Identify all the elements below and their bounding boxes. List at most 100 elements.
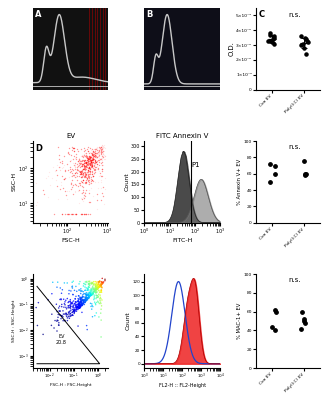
Point	[97, 279, 102, 285]
Point	[69, 144, 74, 150]
Point	[93, 160, 98, 166]
Point	[87, 156, 92, 162]
Point	[93, 283, 98, 289]
Point	[81, 296, 87, 303]
Point	[84, 163, 89, 170]
Point	[89, 160, 95, 167]
Point	[77, 305, 82, 311]
Point	[67, 299, 73, 305]
Point	[79, 162, 84, 168]
Point	[72, 163, 77, 169]
Point	[96, 281, 101, 287]
Point	[78, 288, 83, 294]
Point	[81, 280, 86, 287]
Point	[80, 180, 85, 186]
Point	[84, 160, 90, 166]
Point	[86, 158, 91, 164]
Point	[84, 159, 89, 165]
Point	[82, 210, 87, 217]
Point	[59, 290, 64, 296]
Point	[81, 283, 86, 289]
Point	[51, 210, 57, 217]
Point	[302, 320, 307, 326]
Point	[84, 322, 89, 329]
Point	[84, 287, 90, 294]
Point	[89, 292, 94, 298]
Point	[79, 296, 85, 303]
Point	[70, 210, 76, 217]
Point	[90, 290, 95, 297]
Point	[89, 280, 95, 287]
Point	[87, 158, 92, 165]
Point	[94, 299, 99, 306]
Point	[89, 169, 94, 175]
Point	[86, 287, 92, 293]
Point	[93, 155, 98, 161]
Point	[97, 282, 103, 288]
Point	[92, 162, 97, 168]
Point	[98, 147, 103, 154]
Point	[75, 306, 80, 312]
Point	[86, 176, 91, 183]
Point	[267, 32, 273, 38]
Point	[99, 150, 104, 157]
Point	[85, 161, 91, 167]
Point	[91, 170, 96, 176]
Point	[97, 284, 103, 290]
Point	[72, 188, 77, 194]
Point	[97, 147, 102, 153]
Point	[94, 158, 99, 164]
Point	[91, 285, 96, 291]
Point	[99, 144, 104, 150]
Point	[84, 155, 89, 162]
Point	[87, 165, 92, 172]
Point	[93, 158, 98, 164]
Point	[73, 174, 78, 181]
Point	[96, 145, 102, 152]
Point	[83, 179, 89, 186]
Point	[89, 171, 95, 178]
Point	[100, 145, 105, 152]
Point	[42, 191, 47, 197]
Point	[70, 309, 75, 315]
Point	[91, 178, 96, 184]
Point	[73, 174, 78, 180]
Point	[71, 308, 77, 314]
Point	[71, 303, 76, 310]
Point	[90, 172, 95, 179]
Point	[98, 282, 103, 289]
Point	[77, 180, 82, 186]
Point	[77, 160, 83, 167]
Point	[57, 303, 62, 310]
Point	[98, 146, 103, 152]
Point	[66, 303, 71, 309]
Point	[88, 164, 93, 170]
Point	[74, 299, 79, 305]
Point	[92, 294, 97, 300]
Point	[80, 153, 86, 159]
Point	[86, 199, 92, 206]
Point	[96, 152, 101, 159]
Point	[76, 304, 81, 311]
Point	[83, 180, 89, 186]
Point	[52, 168, 57, 174]
Point	[66, 310, 71, 316]
Point	[80, 300, 85, 307]
Point	[93, 148, 98, 154]
Point	[79, 166, 84, 173]
Point	[91, 289, 96, 295]
Point	[95, 279, 101, 285]
Point	[85, 292, 91, 298]
Point	[94, 284, 99, 290]
Point	[99, 158, 105, 165]
Point	[95, 179, 100, 185]
Point	[77, 164, 83, 171]
Point	[77, 305, 82, 312]
Point	[92, 299, 97, 305]
Point	[93, 302, 98, 308]
Point	[78, 303, 83, 310]
Point	[79, 178, 84, 185]
Point	[66, 298, 72, 305]
Point	[98, 287, 104, 293]
Point	[86, 294, 91, 301]
